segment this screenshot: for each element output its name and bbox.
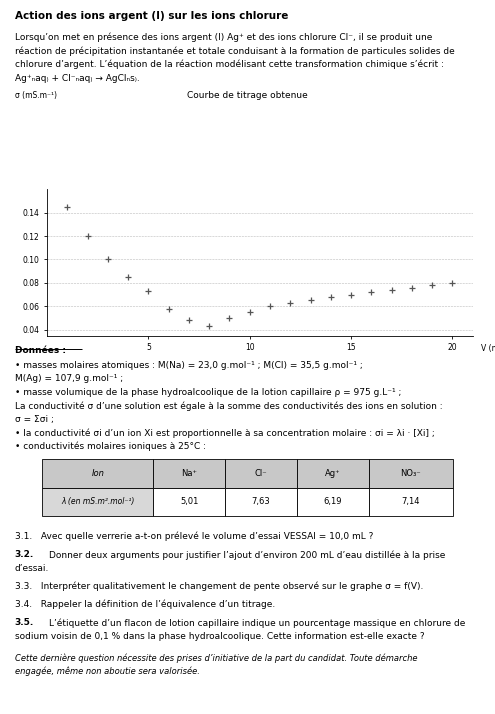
Text: Lorsqu’on met en présence des ions argent (I) Ag⁺ et des ions chlorure Cl⁻, il s: Lorsqu’on met en présence des ions argen… xyxy=(15,33,432,42)
Text: Cette dernière question nécessite des prises d’initiative de la part du candidat: Cette dernière question nécessite des pr… xyxy=(15,653,417,663)
Text: σ (mS.m⁻¹): σ (mS.m⁻¹) xyxy=(15,91,57,101)
Text: chlorure d’argent. L’équation de la réaction modélisant cette transformation chi: chlorure d’argent. L’équation de la réac… xyxy=(15,60,444,69)
Bar xyxy=(42,488,153,516)
Text: 3.1.   Avec quelle verrerie a-t-on prélevé le volume d’essai VESSAI = 10,0 mL ?: 3.1. Avec quelle verrerie a-t-on prélevé… xyxy=(15,532,373,541)
Text: d’essai.: d’essai. xyxy=(15,564,49,573)
Text: engagée, même non aboutie sera valorisée.: engagée, même non aboutie sera valorisée… xyxy=(15,666,199,675)
Text: Ag⁺: Ag⁺ xyxy=(325,469,341,478)
Text: 3.5.: 3.5. xyxy=(15,618,34,628)
Bar xyxy=(225,459,297,488)
Text: La conductivité σ d’une solution est égale à la somme des conductivités des ions: La conductivité σ d’une solution est éga… xyxy=(15,401,443,411)
Text: Donner deux arguments pour justifier l’ajout d’environ 200 mL d’eau distillée à : Donner deux arguments pour justifier l’a… xyxy=(49,550,445,560)
Text: Données :: Données : xyxy=(15,346,66,356)
Text: V (mL): V (mL) xyxy=(481,344,495,353)
Text: 5,01: 5,01 xyxy=(180,498,198,506)
Text: Courbe de titrage obtenue: Courbe de titrage obtenue xyxy=(187,91,308,101)
Bar xyxy=(369,488,453,516)
Bar xyxy=(369,459,453,488)
Text: NO₃⁻: NO₃⁻ xyxy=(400,469,421,478)
Bar xyxy=(153,459,225,488)
Text: • masses molaires atomiques : M(Na) = 23,0 g.mol⁻¹ ; M(Cl) = 35,5 g.mol⁻¹ ;: • masses molaires atomiques : M(Na) = 23… xyxy=(15,361,363,370)
Text: Cl⁻: Cl⁻ xyxy=(255,469,267,478)
Text: λ (en mS.m².mol⁻¹): λ (en mS.m².mol⁻¹) xyxy=(61,498,135,506)
Text: Ion: Ion xyxy=(91,469,104,478)
Text: σ = Σσi ;: σ = Σσi ; xyxy=(15,415,54,424)
Bar xyxy=(153,488,225,516)
Bar xyxy=(225,488,297,516)
Text: 3.2.: 3.2. xyxy=(15,550,34,560)
Text: Action des ions argent (I) sur les ions chlorure: Action des ions argent (I) sur les ions … xyxy=(15,11,288,21)
Text: • conductivités molaires ioniques à 25°C :: • conductivités molaires ioniques à 25°C… xyxy=(15,442,206,451)
Text: 3.3.   Interpréter qualitativement le changement de pente observé sur le graphe : 3.3. Interpréter qualitativement le chan… xyxy=(15,581,423,590)
Bar xyxy=(297,459,369,488)
Text: • la conductivité σi d’un ion Xi est proportionnelle à sa concentration molaire : • la conductivité σi d’un ion Xi est pro… xyxy=(15,428,435,438)
Text: L’étiquette d’un flacon de lotion capillaire indique un pourcentage massique en : L’étiquette d’un flacon de lotion capill… xyxy=(49,618,465,628)
Text: • masse volumique de la phase hydroalcoolique de la lotion capillaire ρ = 975 g.: • masse volumique de la phase hydroalcoo… xyxy=(15,388,401,397)
Text: Ag⁺ₙaq₎ + Cl⁻ₙaq₎ → AgClₙs₎.: Ag⁺ₙaq₎ + Cl⁻ₙaq₎ → AgClₙs₎. xyxy=(15,74,140,83)
Text: 7,63: 7,63 xyxy=(252,498,270,506)
Text: 6,19: 6,19 xyxy=(324,498,342,506)
Text: 3.4.   Rappeler la définition de l’équivalence d’un titrage.: 3.4. Rappeler la définition de l’équival… xyxy=(15,600,275,609)
Bar xyxy=(42,459,153,488)
Text: sodium voisin de 0,1 % dans la phase hydroalcoolique. Cette information est-elle: sodium voisin de 0,1 % dans la phase hyd… xyxy=(15,632,425,641)
Text: 7,14: 7,14 xyxy=(401,498,420,506)
Text: réaction de précipitation instantanée et totale conduisant à la formation de par: réaction de précipitation instantanée et… xyxy=(15,46,454,56)
Text: Na⁺: Na⁺ xyxy=(181,469,198,478)
Text: M(Ag) = 107,9 g.mol⁻¹ ;: M(Ag) = 107,9 g.mol⁻¹ ; xyxy=(15,374,123,383)
Bar xyxy=(297,488,369,516)
